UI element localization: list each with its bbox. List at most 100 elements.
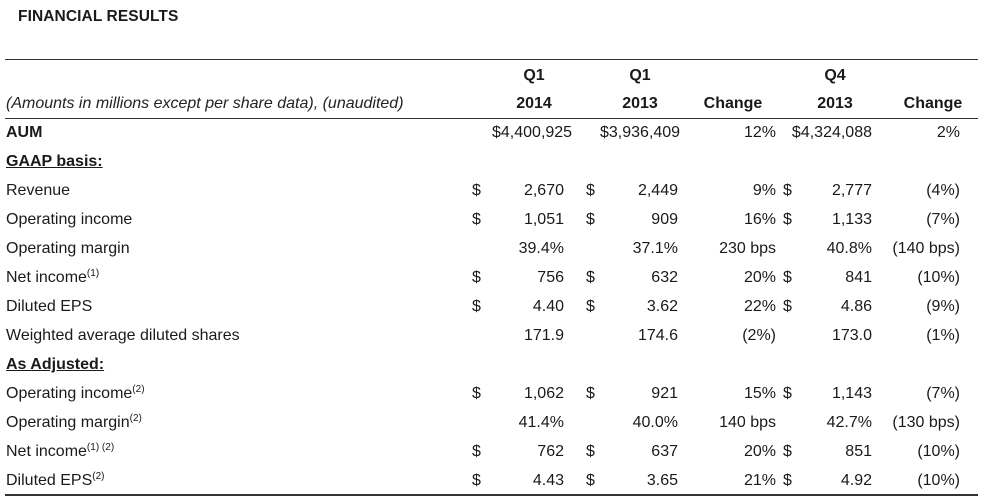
value-q1-2013: 909 [651,211,678,228]
change-yoy: 15% [743,385,776,402]
dollar-q1-2013: $ [586,269,595,286]
row-label: Operating margin(2) [6,413,142,433]
change-qoq: (7%) [926,211,960,228]
bottom-rule [5,494,978,496]
change-yoy: 9% [752,182,776,199]
value-q1-2013: 2,449 [637,182,678,199]
change-yoy: 20% [743,443,776,460]
change-yoy: 22% [743,298,776,315]
row-label-text: Operating income [6,211,133,228]
row-label-text: Operating income [6,385,133,402]
dollar-q4-2013: $ [783,182,792,199]
value-q1-2013: 40.0% [632,414,678,431]
dollar-q1-2014: $ [472,443,481,460]
change-qoq: (140 bps) [892,240,960,257]
value-q1-2013: 3.62 [646,298,678,315]
value-q1-2014: 4.43 [532,472,564,489]
row-label-text: Diluted EPS [6,472,93,489]
row-label: Revenue [6,181,70,201]
change-yoy: 140 bps [719,414,776,431]
row-label-text: Net income [6,443,87,460]
change-qoq: (9%) [926,298,960,315]
col-q1-2014-line1: Q1 [523,67,545,84]
dollar-q4-2013: $ [783,269,792,286]
change-qoq: 2% [936,124,960,141]
footnote-ref: (2) [132,384,145,395]
row-label: Operating income [6,210,132,230]
dollar-q4-2013: $ [783,443,792,460]
change-qoq: (1%) [926,327,960,344]
section-heading: GAAP basis: [6,152,103,172]
dollar-q4-2013: $ [783,385,792,402]
row-label: Operating margin [6,239,130,259]
row-label: AUM [6,123,42,143]
footnote-ref: (1) [86,268,100,279]
row-label: Net income(1) (2) [6,442,114,462]
row-label-text: Operating margin [6,240,130,257]
change-qoq: (10%) [917,443,960,460]
change-yoy: 21% [743,472,776,489]
dollar-q1-2013: $ [586,385,595,402]
dollar-q1-2014: $ [472,385,481,402]
row-label-text: As Adjusted: [6,356,105,373]
col-change-qoq: Change [903,95,963,112]
row-label: Net income(1) [6,268,99,288]
col-q1-2013-line1: Q1 [629,67,651,84]
value-q1-2013: 632 [651,269,678,286]
value-q1-2014: 1,062 [523,385,564,402]
value-q1-2013: 921 [651,385,678,402]
top-rule [5,59,978,60]
row-label: Operating income(2) [6,384,145,404]
change-qoq: (130 bps) [892,414,960,431]
row-label-text: Net income [6,269,87,286]
section-heading: As Adjusted: [6,355,104,375]
value-q1-2013: $3,936,409 [600,124,681,141]
value-q4-2013: 841 [845,269,872,286]
value-q1-2014: 39.4% [518,240,564,257]
dollar-q1-2014: $ [472,472,481,489]
value-q1-2013: 174.6 [637,327,678,344]
change-yoy: 16% [743,211,776,228]
footnote-ref: (2) [129,413,142,424]
change-qoq: (4%) [926,182,960,199]
col-q1-2013-line2: 2013 [622,95,658,112]
change-yoy: 230 bps [719,240,776,257]
dollar-q1-2014: $ [472,269,481,286]
row-label-text: GAAP basis: [6,153,103,170]
value-q4-2013: 1,133 [831,211,872,228]
value-q4-2013: 1,143 [831,385,872,402]
dollar-q4-2013: $ [783,298,792,315]
value-q1-2014: 171.9 [523,327,564,344]
change-qoq: (10%) [917,269,960,286]
value-q4-2013: 42.7% [826,414,872,431]
value-q4-2013: 173.0 [831,327,872,344]
dollar-q1-2013: $ [586,298,595,315]
change-yoy: (2%) [742,327,776,344]
value-q1-2014: 756 [537,269,564,286]
row-label: Diluted EPS(2) [6,471,105,491]
value-q1-2013: 3.65 [646,472,678,489]
row-label: Weighted average diluted shares [6,326,240,346]
value-q1-2014: 762 [537,443,564,460]
col-q4-2013-line2: 2013 [817,95,853,112]
value-q1-2013: 37.1% [632,240,678,257]
value-q4-2013: 851 [845,443,872,460]
value-q4-2013: 40.8% [826,240,872,257]
page-title: FINANCIAL RESULTS [18,8,179,25]
value-q4-2013: $4,324,088 [791,124,872,141]
footnote-ref: (1) (2) [86,442,115,453]
value-q1-2014: 41.4% [518,414,564,431]
dollar-q1-2013: $ [586,182,595,199]
dollar-q1-2013: $ [586,443,595,460]
value-q1-2014: 2,670 [523,182,564,199]
change-yoy: 20% [743,269,776,286]
value-q1-2014: $4,400,925 [492,124,573,141]
dollar-q4-2013: $ [783,472,792,489]
value-q4-2013: 4.86 [840,298,872,315]
col-q4-2013-line1: Q4 [824,67,846,84]
row-label-text: Revenue [6,182,71,199]
col-q1-2014-line2: 2014 [516,95,552,112]
footnote-ref: (2) [92,471,105,482]
dollar-q1-2013: $ [586,472,595,489]
value-q4-2013: 2,777 [831,182,872,199]
